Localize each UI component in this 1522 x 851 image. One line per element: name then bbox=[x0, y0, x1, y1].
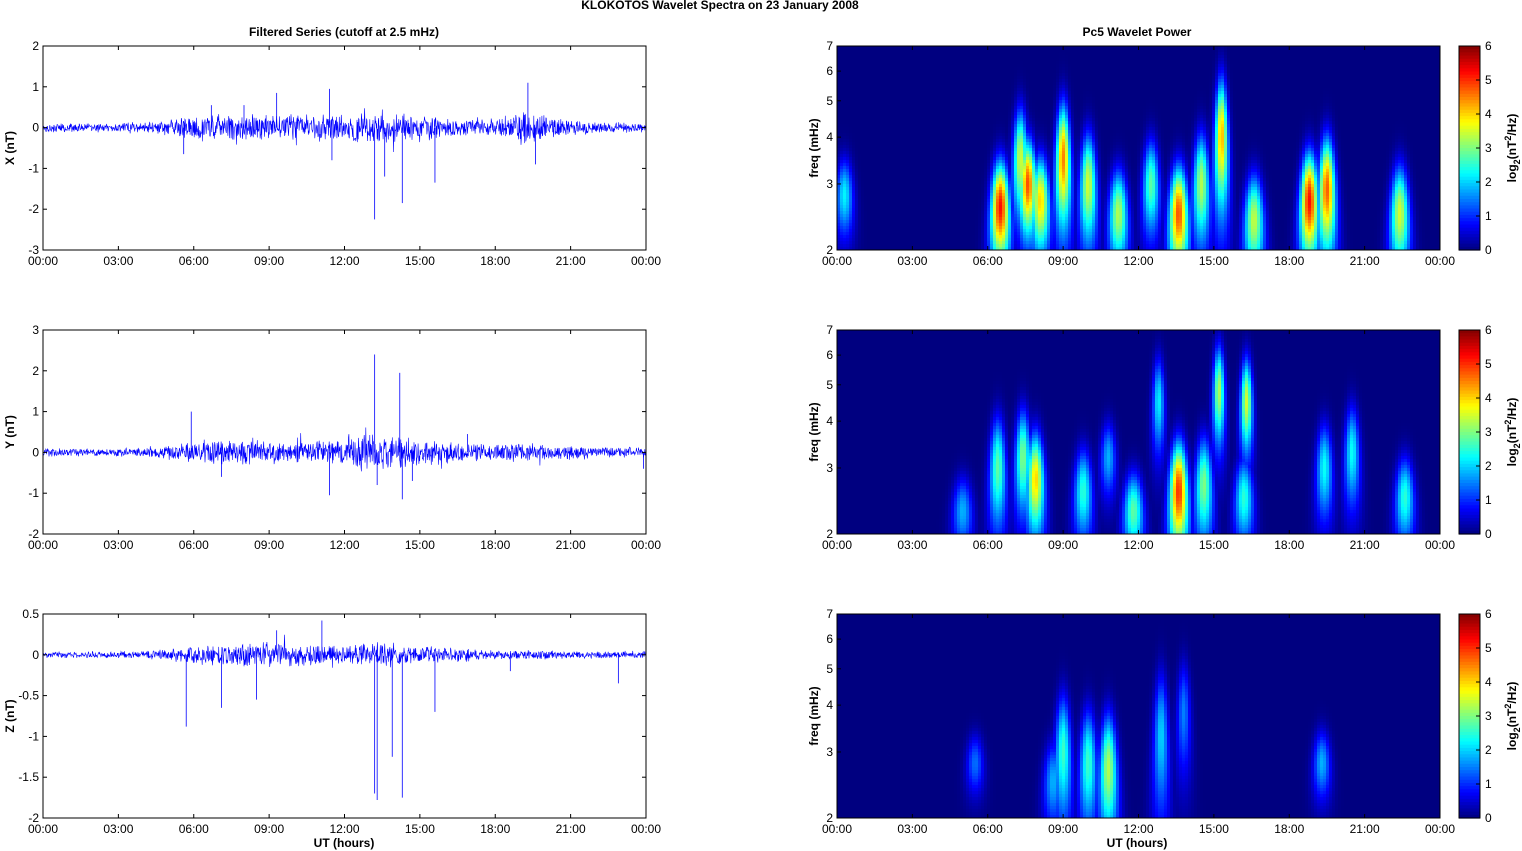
ylabel: Y (nT) bbox=[3, 415, 17, 449]
timeseries-xtick-label: 12:00 bbox=[329, 538, 359, 552]
ytick-label: 0 bbox=[32, 445, 39, 459]
ytick-label: -2 bbox=[28, 202, 39, 216]
timeseries-xtick-label: 00:00 bbox=[28, 538, 58, 552]
timeseries-xtick-label: 21:00 bbox=[556, 254, 586, 268]
timeseries-xtick-label: 18:00 bbox=[480, 538, 510, 552]
ylabel: X (nT) bbox=[3, 131, 17, 165]
timeseries-xtick-label: 18:00 bbox=[480, 254, 510, 268]
heatmap-cells bbox=[837, 46, 1441, 251]
timeseries-xtick-label: 00:00 bbox=[28, 822, 58, 836]
timeseries-xtick-label: 00:00 bbox=[28, 254, 58, 268]
timeseries-xtick-label: 18:00 bbox=[480, 822, 510, 836]
timeseries-xtick-label: 00:00 bbox=[631, 254, 661, 268]
timeseries-xtick-label: 00:00 bbox=[631, 822, 661, 836]
timeseries-xtick-label: 15:00 bbox=[405, 254, 435, 268]
timeseries-xtick-label: 12:00 bbox=[329, 254, 359, 268]
timeseries-xtick-label: 06:00 bbox=[179, 538, 209, 552]
timeseries-plot-area bbox=[43, 614, 646, 818]
timeseries-panel-3: 0.50-0.5-1-1.5-2Z (nT)00:00 03:00 06:00 09:… bbox=[3, 607, 661, 836]
timeseries-xtick-label: 03:00 bbox=[103, 538, 133, 552]
ytick-label: 1 bbox=[32, 80, 39, 94]
timeseries-xtick-label: 15:00 bbox=[405, 822, 435, 836]
ytick-label: 0 bbox=[32, 648, 39, 662]
timeseries-xtick-label: 03:00 bbox=[103, 822, 133, 836]
ytick-label: -1 bbox=[28, 161, 39, 175]
timeseries-plot-area bbox=[43, 46, 646, 250]
panels: 210-1-2-3X (nT)00:00 03:00 06:00 09:00 12:00… bbox=[3, 39, 1522, 836]
ytick-label: 0.5 bbox=[22, 607, 39, 621]
ytick-label: -1 bbox=[28, 729, 39, 743]
ytick-label: 1 bbox=[32, 405, 39, 419]
timeseries-xtick-label: 15:00 bbox=[405, 538, 435, 552]
ytick-label: 2 bbox=[32, 364, 39, 378]
timeseries-xtick-label: 00:00 bbox=[631, 538, 661, 552]
figure-title: KLOKOTOS Wavelet Spectra on 23 January 2… bbox=[581, 0, 859, 12]
ytick-label: 0 bbox=[32, 121, 39, 135]
right-xlabel: UT (hours) bbox=[1107, 836, 1168, 850]
ytick-label: -1 bbox=[28, 486, 39, 500]
ytick-label: 3 bbox=[32, 323, 39, 337]
timeseries-xtick-label: 12:00 bbox=[329, 822, 359, 836]
timeseries-xtick-label: 09:00 bbox=[254, 254, 284, 268]
ytick-label: -0.5 bbox=[18, 689, 39, 703]
timeseries-xtick-label: 21:00 bbox=[556, 822, 586, 836]
timeseries-xtick-label: 09:00 bbox=[254, 822, 284, 836]
left-xlabel: UT (hours) bbox=[314, 836, 375, 850]
right-column-title: Pc5 Wavelet Power bbox=[1083, 25, 1192, 39]
timeseries-xtick-label: 06:00 bbox=[179, 254, 209, 268]
ytick-label: -1.5 bbox=[18, 770, 39, 784]
timeseries-xtick-label: 09:00 bbox=[254, 538, 284, 552]
timeseries-plot-area bbox=[43, 330, 646, 534]
timeseries-xtick-label: 03:00 bbox=[103, 254, 133, 268]
timeseries-xtick-label: 06:00 bbox=[179, 822, 209, 836]
ytick-label: 2 bbox=[32, 39, 39, 53]
timeseries-xtick-label: 21:00 bbox=[556, 538, 586, 552]
timeseries-panel-1: 210-1-2-3X (nT)00:00 03:00 06:00 09:00 12:00… bbox=[3, 39, 661, 268]
left-column-title: Filtered Series (cutoff at 2.5 mHz) bbox=[249, 25, 439, 39]
ylabel: Z (nT) bbox=[3, 699, 17, 732]
